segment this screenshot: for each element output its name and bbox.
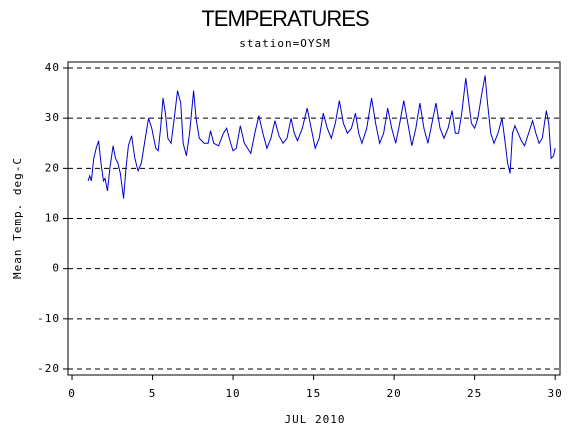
y-tick-label: 0 <box>52 262 60 275</box>
y-tick-label: -10 <box>37 312 60 325</box>
x-tick-label: 15 <box>306 387 321 400</box>
y-tick-label: 30 <box>45 111 60 124</box>
y-tick-label: 20 <box>45 161 60 174</box>
x-tick-label: 25 <box>467 387 482 400</box>
chart-title: TEMPERATURES <box>201 6 369 31</box>
y-tick-label: -20 <box>37 362 60 375</box>
chart-subtitle: station=OYSM <box>239 37 330 50</box>
x-tick-label: 5 <box>149 387 157 400</box>
y-tick-label: 40 <box>45 61 60 74</box>
y-axis-label: Mean Temp. deg-C <box>11 157 24 279</box>
series-line <box>87 75 556 199</box>
x-tick-label: 20 <box>386 387 401 400</box>
x-tick-label: 30 <box>548 387 563 400</box>
x-axis-label: JUL 2010 <box>285 413 346 426</box>
x-tick-label: 0 <box>68 387 76 400</box>
y-tick-label: 10 <box>45 212 60 225</box>
x-tick-label: 10 <box>225 387 240 400</box>
